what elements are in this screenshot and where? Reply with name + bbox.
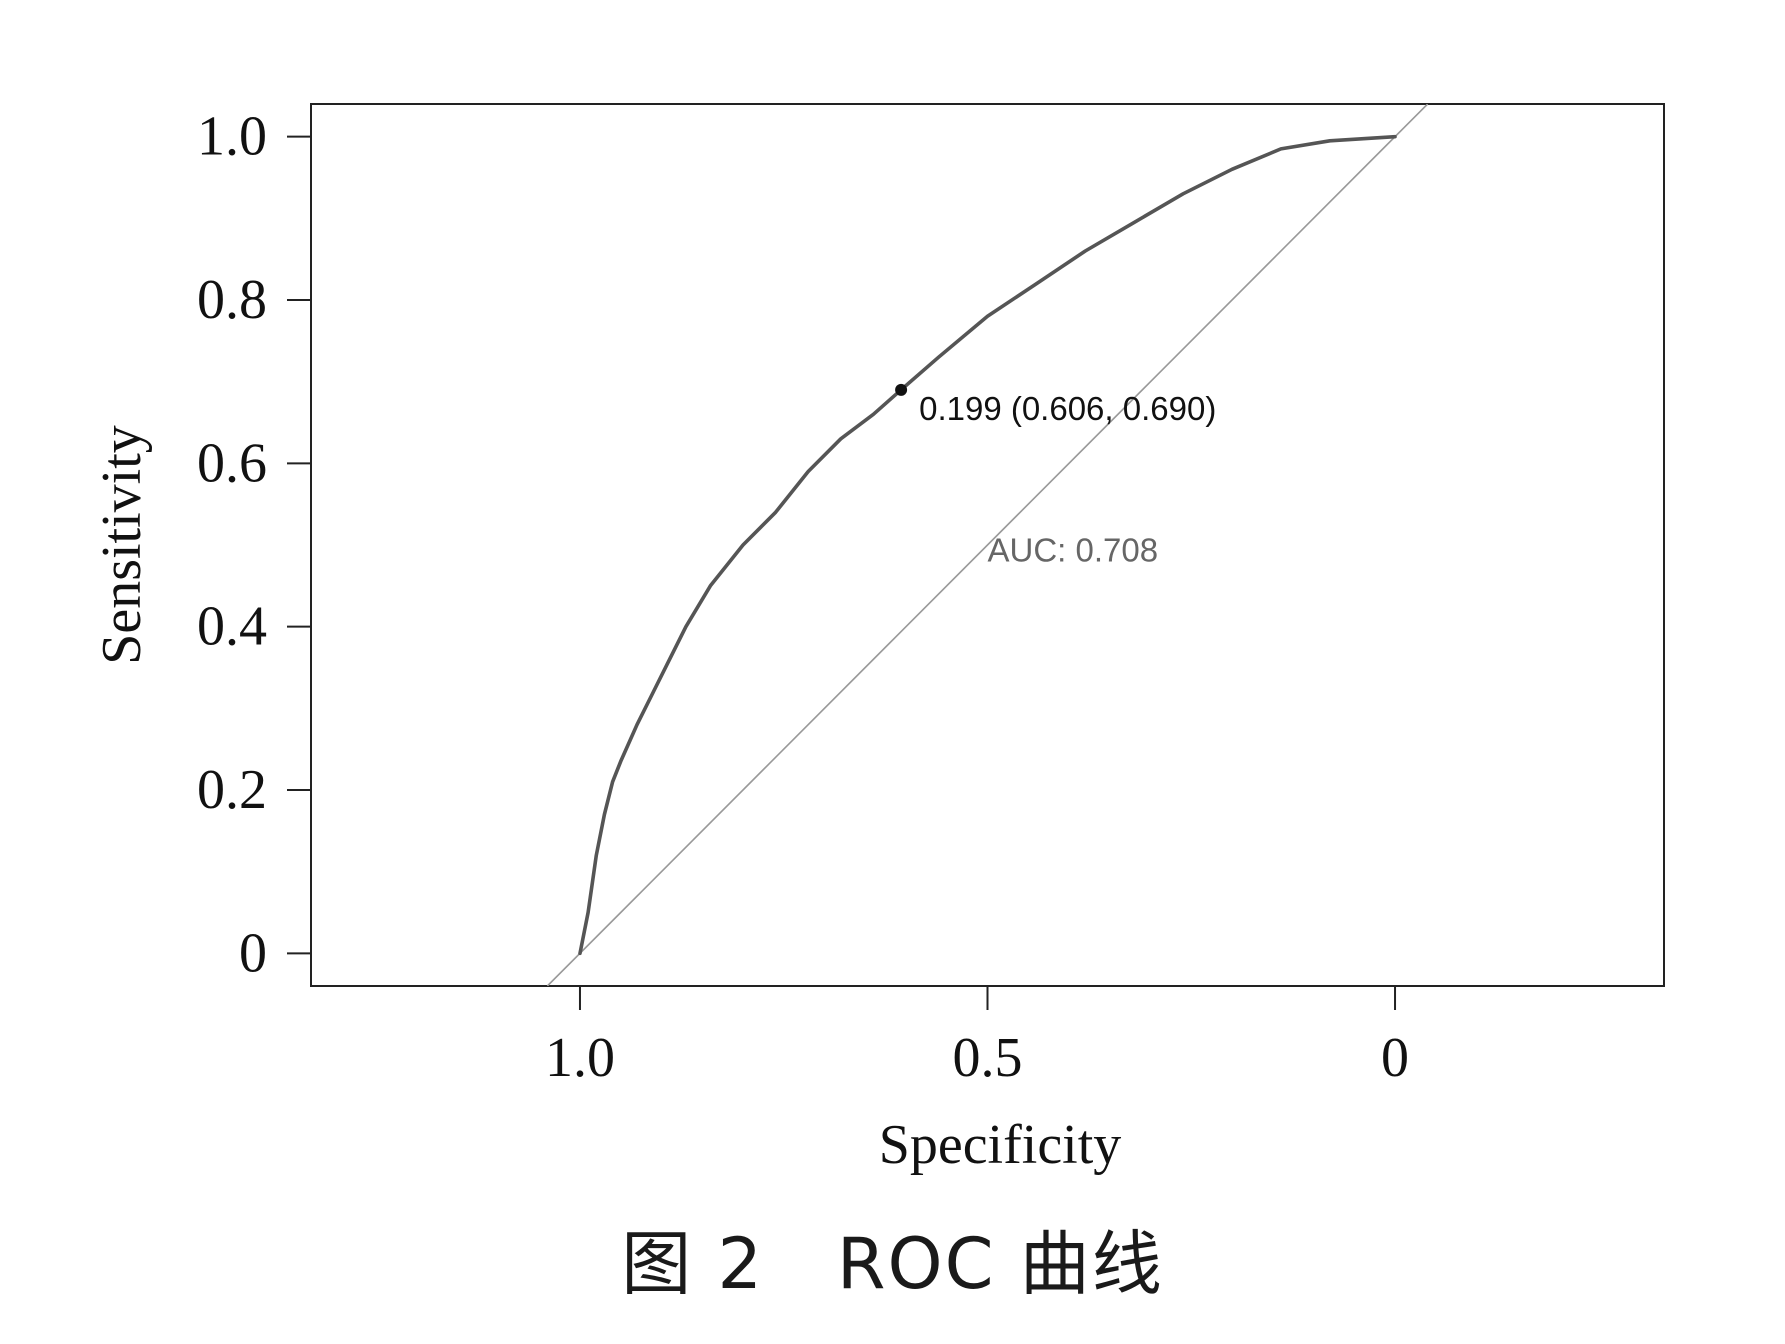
plot-area (546, 104, 1429, 986)
auc-annotation: AUC: 0.708 (988, 531, 1159, 568)
x-tick-label: 0.5 (953, 1027, 1023, 1089)
y-axis: 0 0.2 0.4 0.6 0.8 1.0 (197, 106, 311, 984)
y-axis-title: Sensitivity (91, 425, 153, 665)
roc-curve-line (578, 134, 1397, 956)
y-tick-label: 0.2 (197, 759, 267, 821)
reference-diagonal-line (546, 104, 1429, 986)
x-tick-label: 1.0 (545, 1027, 615, 1089)
x-axis-title: Specificity (879, 1114, 1122, 1176)
x-tick-label: 0 (1381, 1027, 1409, 1089)
figure-caption: 图 2 ROC 曲线 (621, 1223, 1164, 1305)
y-tick-label: 1.0 (197, 106, 267, 168)
y-tick-label: 0 (239, 922, 267, 984)
y-tick-label: 0.4 (197, 596, 267, 658)
x-axis: 1.0 0.5 0 (545, 986, 1409, 1089)
cutoff-point-marker (895, 383, 908, 396)
y-tick-label: 0.6 (197, 432, 267, 494)
cutoff-point-label: 0.199 (0.606, 0.690) (919, 390, 1216, 427)
y-tick-label: 0.8 (197, 269, 267, 331)
